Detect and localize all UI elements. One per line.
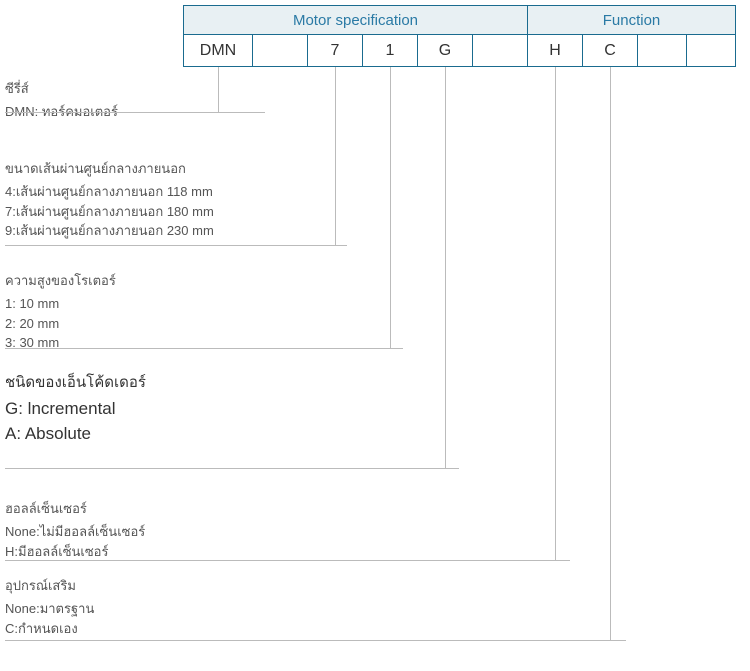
cell-0: DMN	[183, 35, 253, 67]
section-encoder-type: ชนิดของเอ็นโค้ดเดอร์ G: lncrementalA: Abs…	[5, 370, 146, 446]
section-line: G: lncremental	[5, 397, 146, 422]
cell-1	[252, 35, 308, 67]
section-line: A: Absolute	[5, 422, 146, 447]
table-header-row: Motor specification Function	[183, 5, 736, 35]
section-line: H:มีฮอลล์เซ็นเซอร์	[5, 542, 145, 562]
guide-vline	[390, 67, 391, 348]
cell-7: C	[582, 35, 638, 67]
section-title: ซีรี่ส์	[5, 78, 118, 99]
section-outer-diameter: ขนาดเส้นผ่านศูนย์กลางภายนอก 4:เส้นผ่านศูน…	[5, 158, 214, 241]
guide-vline	[610, 67, 611, 640]
cell-3: 1	[362, 35, 418, 67]
guide-hline	[5, 640, 626, 641]
guide-hline	[5, 112, 265, 113]
cell-5	[472, 35, 528, 67]
header-function: Function	[527, 5, 736, 35]
section-line: 2: 20 mm	[5, 314, 116, 334]
guide-hline	[5, 468, 459, 469]
cell-8	[637, 35, 687, 67]
guide-vline	[555, 67, 556, 560]
section-title: ฮอลล์เซ็นเซอร์	[5, 498, 145, 519]
spec-table: Motor specification Function DMN 71G HC	[183, 5, 736, 67]
section-title: ความสูงของโรเตอร์	[5, 270, 116, 291]
section-line: 1: 10 mm	[5, 294, 116, 314]
section-line: 3: 30 mm	[5, 333, 116, 353]
guide-hline	[5, 245, 347, 246]
guide-hline	[5, 348, 403, 349]
section-hall-sensor: ฮอลล์เซ็นเซอร์ None:ไม่มีฮอลล์เซ็นเซอร์H:…	[5, 498, 145, 561]
section-title: ขนาดเส้นผ่านศูนย์กลางภายนอก	[5, 158, 214, 179]
header-motor-spec: Motor specification	[183, 5, 528, 35]
section-line: C:กำหนดเอง	[5, 619, 94, 639]
guide-hline	[5, 560, 570, 561]
section-series: ซีรี่ส์DMN: ทอร์คมอเตอร์	[5, 78, 118, 122]
section-options: อุปกรณ์เสริม None:มาตรฐานC:กำหนดเอง	[5, 575, 94, 638]
cell-4: G	[417, 35, 473, 67]
table-cells-row: DMN 71G HC	[183, 35, 736, 67]
section-line: None:มาตรฐาน	[5, 599, 94, 619]
section-rotor-height: ความสูงของโรเตอร์ 1: 10 mm2: 20 mm3: 30 m…	[5, 270, 116, 353]
cell-6: H	[527, 35, 583, 67]
section-line: None:ไม่มีฮอลล์เซ็นเซอร์	[5, 522, 145, 542]
guide-vline	[335, 67, 336, 245]
cell-9	[686, 35, 736, 67]
section-title: อุปกรณ์เสริม	[5, 575, 94, 596]
section-line: 4:เส้นผ่านศูนย์กลางภายนอก 118 mm	[5, 182, 214, 202]
section-line: 7:เส้นผ่านศูนย์กลางภายนอก 180 mm	[5, 202, 214, 222]
section-line: 9:เส้นผ่านศูนย์กลางภายนอก 230 mm	[5, 221, 214, 241]
cell-2: 7	[307, 35, 363, 67]
guide-vline	[218, 67, 219, 112]
guide-vline	[445, 67, 446, 468]
section-title: ชนิดของเอ็นโค้ดเดอร์	[5, 370, 146, 394]
